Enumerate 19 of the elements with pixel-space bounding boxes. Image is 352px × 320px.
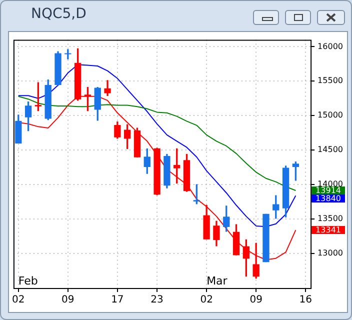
x-tick-label: 02	[200, 294, 213, 306]
x-tick-label: 23	[150, 294, 164, 306]
chart-title: NQC5,D	[31, 6, 86, 22]
x-tick-label: 02	[12, 294, 25, 306]
y-tick-label: 16000	[318, 42, 344, 51]
annotation: Feb	[18, 274, 38, 288]
y-tick-label: 13500	[318, 214, 344, 224]
x-tick-label: 09	[250, 294, 262, 306]
annotation: Mar	[206, 274, 228, 288]
text: 13840	[316, 194, 341, 204]
x-tick-label: 17	[111, 294, 124, 306]
x-tick-label: 16	[299, 294, 312, 306]
text: 13914	[316, 186, 341, 196]
y-tick-label: 15000	[318, 110, 344, 120]
y-tick-label: 15500	[318, 76, 344, 86]
y-tick-label: 13000	[318, 248, 344, 258]
x-tick-label: 09	[62, 294, 74, 306]
text: 13341	[316, 226, 341, 235]
y-tick-label: 14500	[318, 145, 344, 154]
